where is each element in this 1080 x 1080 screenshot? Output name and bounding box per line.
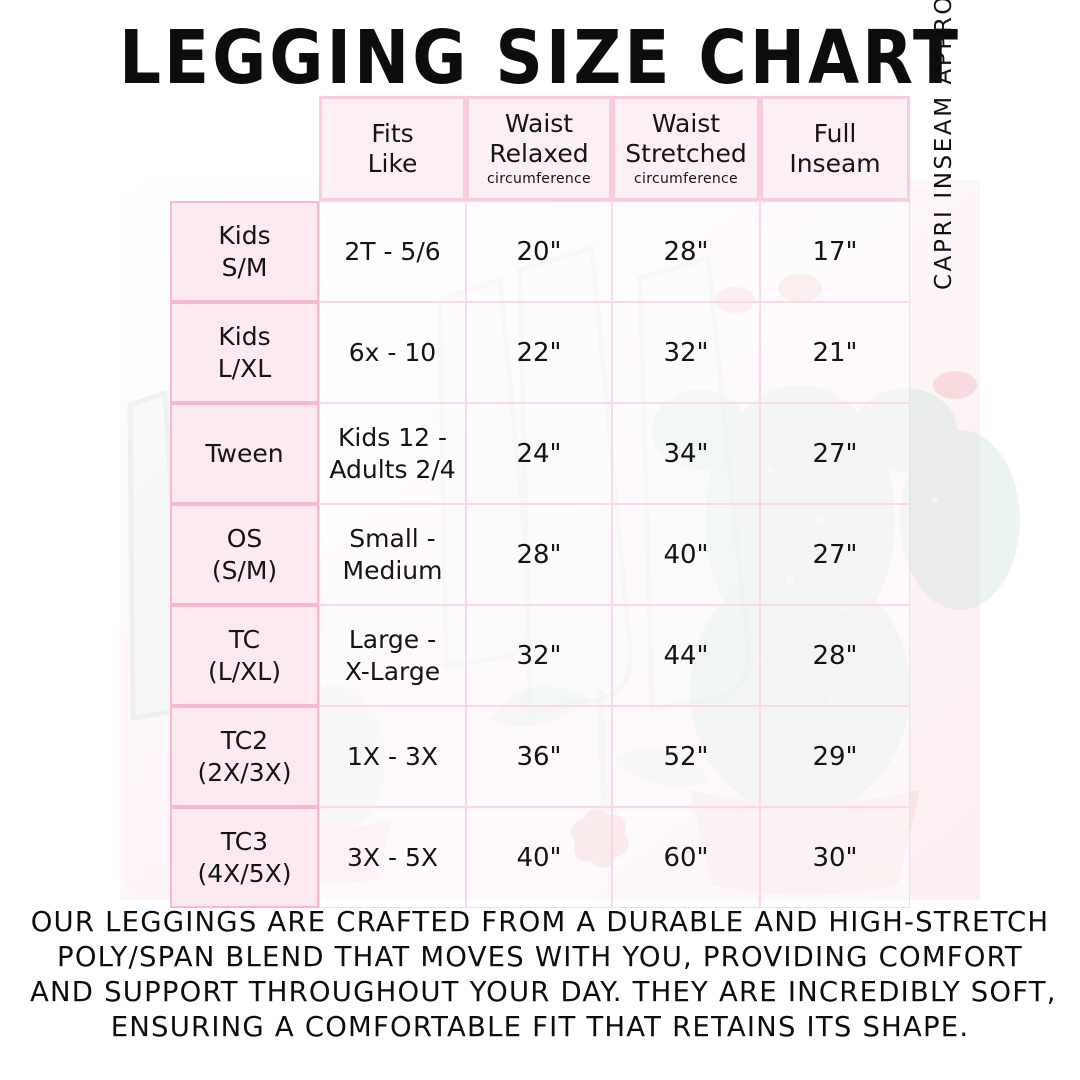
table-row: OS (S/M) Small - Medium 28" 40" 27" [170, 504, 910, 605]
column-header-full-inseam: Full Inseam [760, 96, 910, 201]
row-header-line2: (4X/5X) [197, 858, 292, 888]
column-header-line1: Waist [504, 109, 574, 138]
cell-fits-like-line1: 1X - 3X [347, 741, 438, 771]
footer-line-1: OUR LEGGINGS ARE CRAFTED FROM A DURABLE … [30, 906, 1050, 938]
column-header-line2: Inseam [789, 148, 881, 178]
size-chart-table: Fits Like Waist Relaxed circumference Wa… [170, 96, 910, 908]
row-header-line1: OS [226, 523, 263, 553]
cell-fits-like-line2: Medium [342, 555, 443, 585]
column-header-line2: Relaxed [489, 139, 589, 168]
cell-waist-stretched: 34" [612, 403, 760, 504]
column-header-subtitle: circumference [634, 171, 738, 187]
cell-fits-like: Kids 12 - Adults 2/4 [319, 403, 466, 504]
column-header-fits-like: Fits Like [319, 96, 466, 201]
cell-full-inseam: 28" [760, 605, 910, 706]
footer-line-3: AND SUPPORT THROUGHOUT YOUR DAY. THEY AR… [30, 976, 1057, 1008]
cell-fits-like-line1: 3X - 5X [347, 842, 438, 872]
row-header-line1: TC3 [220, 826, 269, 856]
cell-fits-like-line1: Large - [348, 624, 437, 654]
row-header-size: Kids L/XL [170, 302, 319, 403]
column-header-line2: Stretched [625, 139, 747, 168]
table-row: TC2 (2X/3X) 1X - 3X 36" 52" 29" [170, 706, 910, 807]
cell-waist-stretched: 52" [612, 706, 760, 807]
row-header-line2: S/M [221, 252, 268, 282]
cell-fits-like: Small - Medium [319, 504, 466, 605]
row-header-size: TC2 (2X/3X) [170, 706, 319, 807]
row-header-size: TC (L/XL) [170, 605, 319, 706]
row-header-line1: Kids [218, 321, 271, 351]
column-header-waist-relaxed: Waist Relaxed circumference [466, 96, 612, 201]
row-header-line1: TC [228, 624, 261, 654]
cell-waist-relaxed: 28" [466, 504, 612, 605]
cell-waist-stretched: 44" [612, 605, 760, 706]
row-header-size: OS (S/M) [170, 504, 319, 605]
cell-waist-relaxed: 36" [466, 706, 612, 807]
cell-fits-like-line2: X-Large [344, 656, 441, 686]
table-body: Kids S/M 2T - 5/6 20" 28" 17" Kids L/XL 6x - 10 2… [170, 201, 910, 908]
table-row: Kids L/XL 6x - 10 22" 32" 21" [170, 302, 910, 403]
row-header-line1: Kids [218, 220, 271, 250]
row-header-size: Kids S/M [170, 201, 319, 302]
cell-fits-like: 6x - 10 [319, 302, 466, 403]
table-row: Tween Kids 12 - Adults 2/4 24" 34" 27" [170, 403, 910, 504]
column-header-line1: Full [813, 118, 857, 148]
page-title: LEGGING SIZE CHART [118, 14, 962, 101]
cell-waist-stretched: 28" [612, 201, 760, 302]
cell-fits-like-line2: Adults 2/4 [329, 454, 456, 484]
table-row: TC (L/XL) Large - X-Large 32" 44" 28" [170, 605, 910, 706]
legging-size-chart-table-wrapper: Fits Like Waist Relaxed circumference Wa… [170, 96, 910, 908]
cell-waist-relaxed: 40" [466, 807, 612, 908]
cell-waist-relaxed: 32" [466, 605, 612, 706]
cell-full-inseam: 27" [760, 504, 910, 605]
column-header-waist-stretched: Waist Stretched circumference [612, 96, 760, 201]
row-header-size: Tween [170, 403, 319, 504]
row-header-line1: TC2 [220, 725, 269, 755]
cell-waist-relaxed: 22" [466, 302, 612, 403]
table-header-row: Fits Like Waist Relaxed circumference Wa… [170, 96, 910, 201]
cell-full-inseam: 17" [760, 201, 910, 302]
cell-fits-like-line1: 6x - 10 [348, 337, 437, 367]
cell-full-inseam: 29" [760, 706, 910, 807]
footer-line-2: POLY/SPAN BLEND THAT MOVES WITH YOU, PRO… [57, 941, 1023, 973]
cell-waist-relaxed: 24" [466, 403, 612, 504]
row-header-line1: Tween [205, 438, 284, 468]
cell-fits-like: 1X - 3X [319, 706, 466, 807]
row-header-line2: L/XL [217, 353, 272, 383]
cell-full-inseam: 30" [760, 807, 910, 908]
cell-fits-like-line1: 2T - 5/6 [344, 236, 441, 266]
cell-fits-like: 3X - 5X [319, 807, 466, 908]
cell-waist-stretched: 60" [612, 807, 760, 908]
row-header-line2: (2X/3X) [197, 757, 292, 787]
cell-fits-like: Large - X-Large [319, 605, 466, 706]
cell-full-inseam: 27" [760, 403, 910, 504]
column-header-subtitle: circumference [487, 171, 591, 187]
capri-inseam-note: CAPRI INSEAM APPROX 8 INCHES SHORTER [924, 0, 964, 290]
row-header-size: TC3 (4X/5X) [170, 807, 319, 908]
cell-waist-stretched: 40" [612, 504, 760, 605]
cell-waist-relaxed: 20" [466, 201, 612, 302]
cell-full-inseam: 21" [760, 302, 910, 403]
column-header-line1: Fits [371, 118, 414, 148]
row-header-line2: (L/XL) [208, 656, 281, 686]
table-row: TC3 (4X/5X) 3X - 5X 40" 60" 30" [170, 807, 910, 908]
row-header-line2: (S/M) [211, 555, 278, 585]
footer-line-4: ENSURING A COMFORTABLE FIT THAT RETAINS … [110, 1011, 970, 1043]
table-row: Kids S/M 2T - 5/6 20" 28" 17" [170, 201, 910, 302]
column-header-line1: Waist [651, 109, 721, 138]
cell-fits-like-line1: Kids 12 - [338, 422, 447, 452]
cell-waist-stretched: 32" [612, 302, 760, 403]
table-corner-cell [170, 96, 319, 201]
cell-fits-like-line1: Small - [349, 523, 436, 553]
column-header-line2: Like [367, 148, 418, 178]
footer-description: OUR LEGGINGS ARE CRAFTED FROM A DURABLE … [30, 905, 1057, 1045]
cell-fits-like: 2T - 5/6 [319, 201, 466, 302]
